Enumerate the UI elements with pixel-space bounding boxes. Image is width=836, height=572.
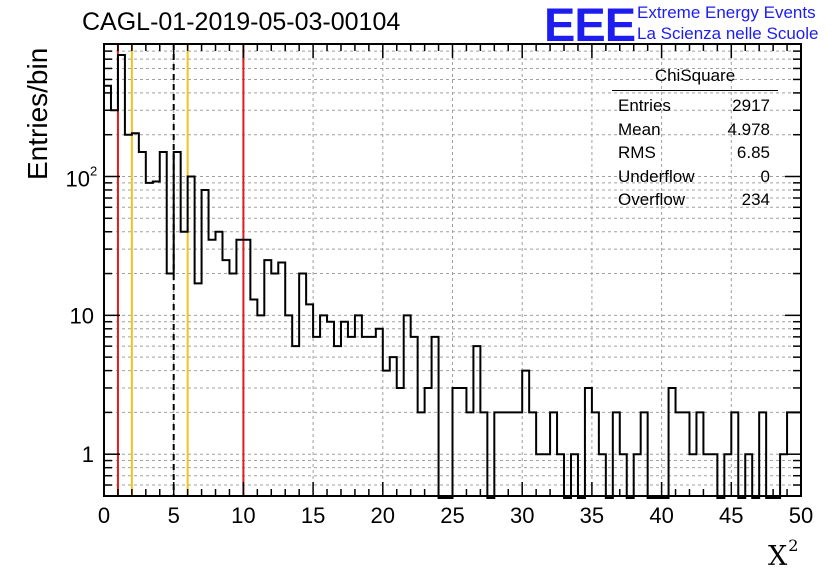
logo-line-2: La Scienza nelle Scuole — [637, 24, 819, 43]
histogram-bin — [473, 346, 480, 496]
stats-row-entries: Entries 2917 — [610, 94, 778, 118]
histogram-bin — [153, 182, 160, 496]
histogram-bin — [397, 388, 404, 496]
y-axis-label: Entries/bin — [22, 47, 53, 180]
x-axis-label-base: X — [768, 541, 788, 572]
histogram-bin — [459, 388, 466, 496]
histogram-bin — [243, 240, 250, 496]
stats-title: ChiSquare — [612, 66, 778, 91]
x-tick-label: 20 — [371, 503, 395, 528]
stats-label: Mean — [618, 119, 661, 139]
histogram-bin — [271, 274, 278, 496]
histogram-bin — [348, 337, 355, 496]
stats-box: ChiSquare Entries 2917 Mean 4.978 RMS 6.… — [610, 66, 778, 212]
y-tick-label-exponent: 2 — [90, 163, 97, 178]
x-tick-label: 0 — [98, 503, 110, 528]
histogram-bin — [522, 371, 529, 496]
stats-row-underflow: Underflow 0 — [610, 165, 778, 189]
stats-row-rms: RMS 6.85 — [610, 141, 778, 165]
histogram-bin — [292, 346, 299, 496]
x-tick-label: 15 — [301, 503, 325, 528]
chart-title: CAGL-01-2019-05-03-00104 — [82, 8, 401, 36]
stats-value: 6.85 — [736, 143, 770, 162]
histogram-bin — [139, 152, 146, 496]
histogram-bin — [334, 346, 341, 496]
histogram-bin — [216, 232, 223, 496]
logo-line-1: Extreme Energy Events — [637, 3, 816, 22]
histogram-bin — [327, 322, 334, 496]
histogram-bin — [669, 388, 676, 496]
histogram-bin — [188, 176, 195, 496]
histogram-bin — [299, 274, 306, 496]
histogram-bin — [209, 240, 216, 496]
histogram-bin — [118, 55, 125, 496]
x-tick-label: 5 — [168, 503, 180, 528]
histogram-bin — [257, 315, 264, 496]
stats-label: Overflow — [618, 190, 686, 209]
histogram-bin — [432, 337, 439, 496]
x-axis-label-superscript: 2 — [788, 536, 799, 555]
y-tick-label: 1 — [82, 442, 94, 467]
stats-value: 4.978 — [727, 119, 770, 139]
eee-logo: EEE — [544, 0, 636, 51]
histogram-bin — [229, 274, 236, 496]
histogram-bin — [404, 315, 411, 496]
stats-value: 234 — [741, 190, 770, 209]
histogram-bin — [411, 337, 418, 496]
x-tick-label: 30 — [510, 503, 534, 528]
y-tick-label: 10 — [66, 166, 90, 191]
histogram-bin — [362, 337, 369, 496]
histogram-bin — [341, 322, 348, 496]
x-tick-label: 45 — [719, 503, 743, 528]
y-tick-label: 10 — [70, 303, 94, 328]
x-tick-label: 10 — [231, 503, 255, 528]
stats-label: Entries — [618, 96, 671, 115]
histogram-bin — [181, 232, 188, 496]
histogram-bin — [355, 315, 362, 496]
histogram-bin — [383, 371, 390, 496]
histogram-bin — [111, 110, 118, 496]
histogram-bins — [103, 53, 802, 499]
histogram-bin — [167, 274, 174, 496]
histogram-bin — [585, 388, 592, 496]
stats-value: 2917 — [732, 96, 770, 115]
x-tick-label: 35 — [580, 503, 604, 528]
histogram-bin — [453, 388, 460, 496]
histogram-bin — [369, 337, 376, 496]
histogram-bin — [320, 315, 327, 496]
x-axis-label: X2 — [768, 536, 798, 572]
x-tick-label: 25 — [440, 503, 464, 528]
stats-row-mean: Mean 4.978 — [610, 118, 778, 142]
histogram-bin — [313, 337, 320, 496]
histogram-bin — [146, 183, 153, 496]
histogram-bin — [390, 357, 397, 496]
stats-label: Underflow — [618, 166, 695, 186]
histogram-bin — [202, 190, 209, 496]
x-tick-label: 50 — [789, 503, 813, 528]
x-tick-label: 40 — [649, 503, 673, 528]
histogram-bin — [174, 152, 181, 496]
stats-row-overflow: Overflow 234 — [610, 188, 778, 212]
histogram-bin — [132, 133, 139, 496]
histogram-bin — [160, 152, 167, 496]
histogram-bin — [425, 388, 432, 496]
histogram-bin — [104, 86, 111, 496]
histogram-bin — [236, 240, 243, 496]
stats-value: 0 — [760, 166, 770, 186]
histogram-bin — [285, 315, 292, 496]
stats-label: RMS — [618, 143, 656, 162]
